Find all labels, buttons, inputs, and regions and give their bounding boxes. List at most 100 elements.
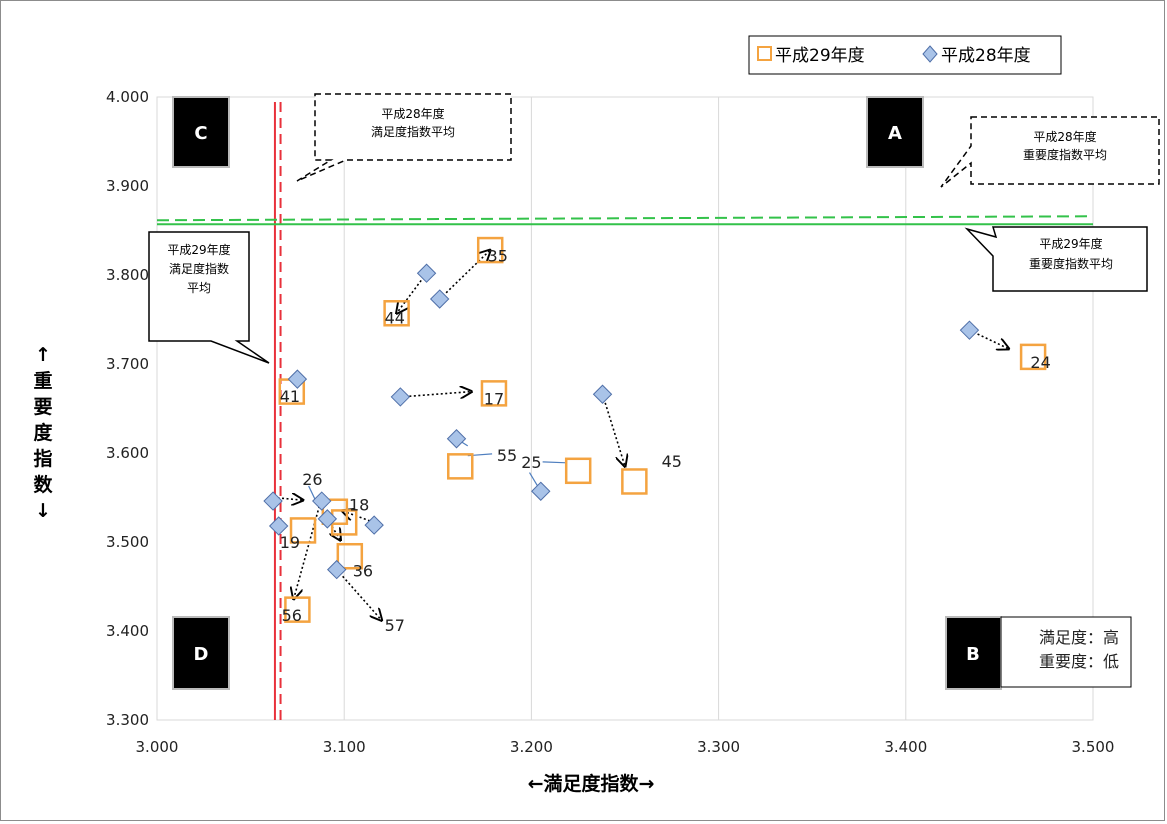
y-tick-label: 3.600 [106, 444, 149, 462]
data-label: 24 [1030, 353, 1050, 372]
y-axis-title-char-5: 指 [33, 448, 52, 470]
quadrant-b-note-line2: 重要度：低 [1039, 652, 1119, 671]
y-axis-title-char-2: 重 [33, 370, 52, 392]
y-axis-title-char-6: 数 [33, 473, 53, 496]
h28-diamond-marker [446, 429, 467, 449]
plot-area-rect [156, 96, 1094, 721]
quadrant-b-label: B [966, 644, 980, 665]
h29-square-marker [289, 517, 317, 544]
y-axis-title-char-4: 度 [33, 421, 53, 444]
data-label: 41 [280, 387, 300, 406]
y-tick-label: 4.000 [106, 88, 149, 106]
h28-diamond-marker [268, 516, 289, 536]
h29-square-marker [447, 453, 474, 480]
x-tick-label: 3.100 [323, 738, 366, 756]
y-axis-title-char-1: ↑ [35, 344, 51, 366]
y-tick-label: 3.800 [106, 266, 149, 284]
h28-diamond-marker [592, 384, 613, 404]
x-tick-label: 3.500 [1072, 738, 1115, 756]
callout-h28-importance-line1: 平成28年度 [1033, 129, 1096, 144]
data-label: 17 [484, 390, 504, 409]
x-tick-label: 3.000 [136, 738, 179, 756]
callout-h28-satisfaction-line2: 満足度指数平均 [371, 124, 455, 139]
callout-h28-satisfaction: 平成28年度 満足度指数平均 [296, 93, 512, 182]
quadrant-b-note-line1: 満足度：高 [1039, 628, 1119, 647]
callout-h29-satisfaction-line1: 平成29年度 [167, 242, 230, 257]
callout-h29-satisfaction-line3: 平均 [187, 281, 211, 295]
callout-h29-satisfaction-line2: 満足度指数 [169, 261, 229, 276]
y-axis-title-char-3: 要 [33, 396, 52, 418]
quadrant-d-label: D [194, 644, 209, 665]
data-label: 55 [497, 446, 517, 465]
h28-diamond-marker [531, 481, 551, 501]
y-tick-label: 3.700 [106, 355, 149, 373]
h29-square-marker [284, 596, 311, 623]
quadrant-c-label: C [194, 123, 207, 144]
h28-importance-avg-line [156, 215, 1094, 222]
legend-diamond-icon [922, 45, 938, 63]
leader-line [542, 461, 567, 464]
y-tick-label: 3.500 [106, 533, 149, 551]
h28-diamond-marker [263, 491, 283, 511]
h28-diamond-marker [429, 289, 450, 309]
callout-h29-satisfaction: 平成29年度 満足度指数 平均 [148, 231, 270, 364]
data-label: 45 [662, 452, 682, 471]
callout-h29-importance-line2: 重要度指数平均 [1029, 256, 1113, 271]
data-label: 36 [353, 561, 373, 580]
h29-square-marker [383, 300, 410, 327]
h28-diamond-marker [327, 559, 347, 580]
callout-h29-importance-line1: 平成29年度 [1039, 236, 1102, 251]
callout-h28-satisfaction-line1: 平成28年度 [381, 106, 444, 121]
data-markers [263, 236, 1047, 623]
quadrant-b-note: 満足度：高 重要度：低 [1000, 616, 1132, 688]
quadrant-c-box: C [172, 96, 230, 168]
legend-label-h28: 平成28年度 [941, 46, 1031, 66]
data-label: 57 [385, 616, 405, 635]
data-label: 56 [282, 606, 302, 625]
quadrant-d-box: D [172, 616, 230, 690]
tick-labels: 3.000 3.100 3.200 3.300 3.400 3.500 4.000 3.900… [106, 88, 1114, 756]
movement-arrow [397, 272, 428, 313]
h29-square-marker [336, 542, 364, 570]
y-axis-title-char-7: ↓ [35, 500, 51, 522]
reference-lines [156, 102, 1094, 720]
data-label: 19 [280, 533, 300, 552]
data-label: 44 [385, 309, 405, 328]
y-tick-label: 3.400 [106, 622, 149, 640]
movement-arrow [969, 329, 1008, 349]
movement-arrow [439, 250, 491, 300]
data-label: 35 [488, 246, 508, 265]
quadrant-a-label: A [888, 123, 902, 144]
y-tick-label: 3.900 [106, 177, 149, 195]
callout-h28-importance: 平成28年度 重要度指数平均 [940, 116, 1160, 188]
h28-diamond-marker [364, 515, 384, 535]
x-tick-label: 3.300 [697, 738, 740, 756]
grid-lines [343, 97, 907, 720]
h28-diamond-marker [312, 491, 332, 511]
h28-diamond-marker [317, 509, 338, 529]
quadrant-b-box: B [945, 616, 1002, 690]
x-tick-label: 3.400 [884, 738, 927, 756]
h28-diamond-marker [959, 320, 980, 340]
legend-square-icon [757, 46, 772, 61]
quadrant-a-box: A [866, 96, 924, 168]
h29-square-marker [476, 236, 504, 264]
x-tick-label: 3.200 [510, 738, 553, 756]
h29-square-marker [480, 380, 508, 407]
h29-square-marker [621, 468, 648, 495]
callout-h29-importance: 平成29年度 重要度指数平均 [964, 226, 1148, 292]
data-label: 26 [302, 470, 322, 489]
y-tick-label: 3.300 [106, 711, 149, 729]
callout-h28-importance-line2: 重要度指数平均 [1023, 147, 1107, 162]
h29-square-marker [1019, 343, 1047, 371]
movement-arrow [400, 392, 471, 397]
data-labels: 35 44 24 41 17 55 25 45 26 18 19 36 56 57 [280, 246, 1051, 634]
movement-arrow [601, 394, 625, 466]
data-label: 25 [521, 453, 541, 472]
h28-diamond-marker [390, 387, 411, 407]
h28-diamond-marker [416, 263, 437, 283]
data-label: 18 [349, 496, 369, 515]
h28-diamond-marker [287, 369, 308, 389]
